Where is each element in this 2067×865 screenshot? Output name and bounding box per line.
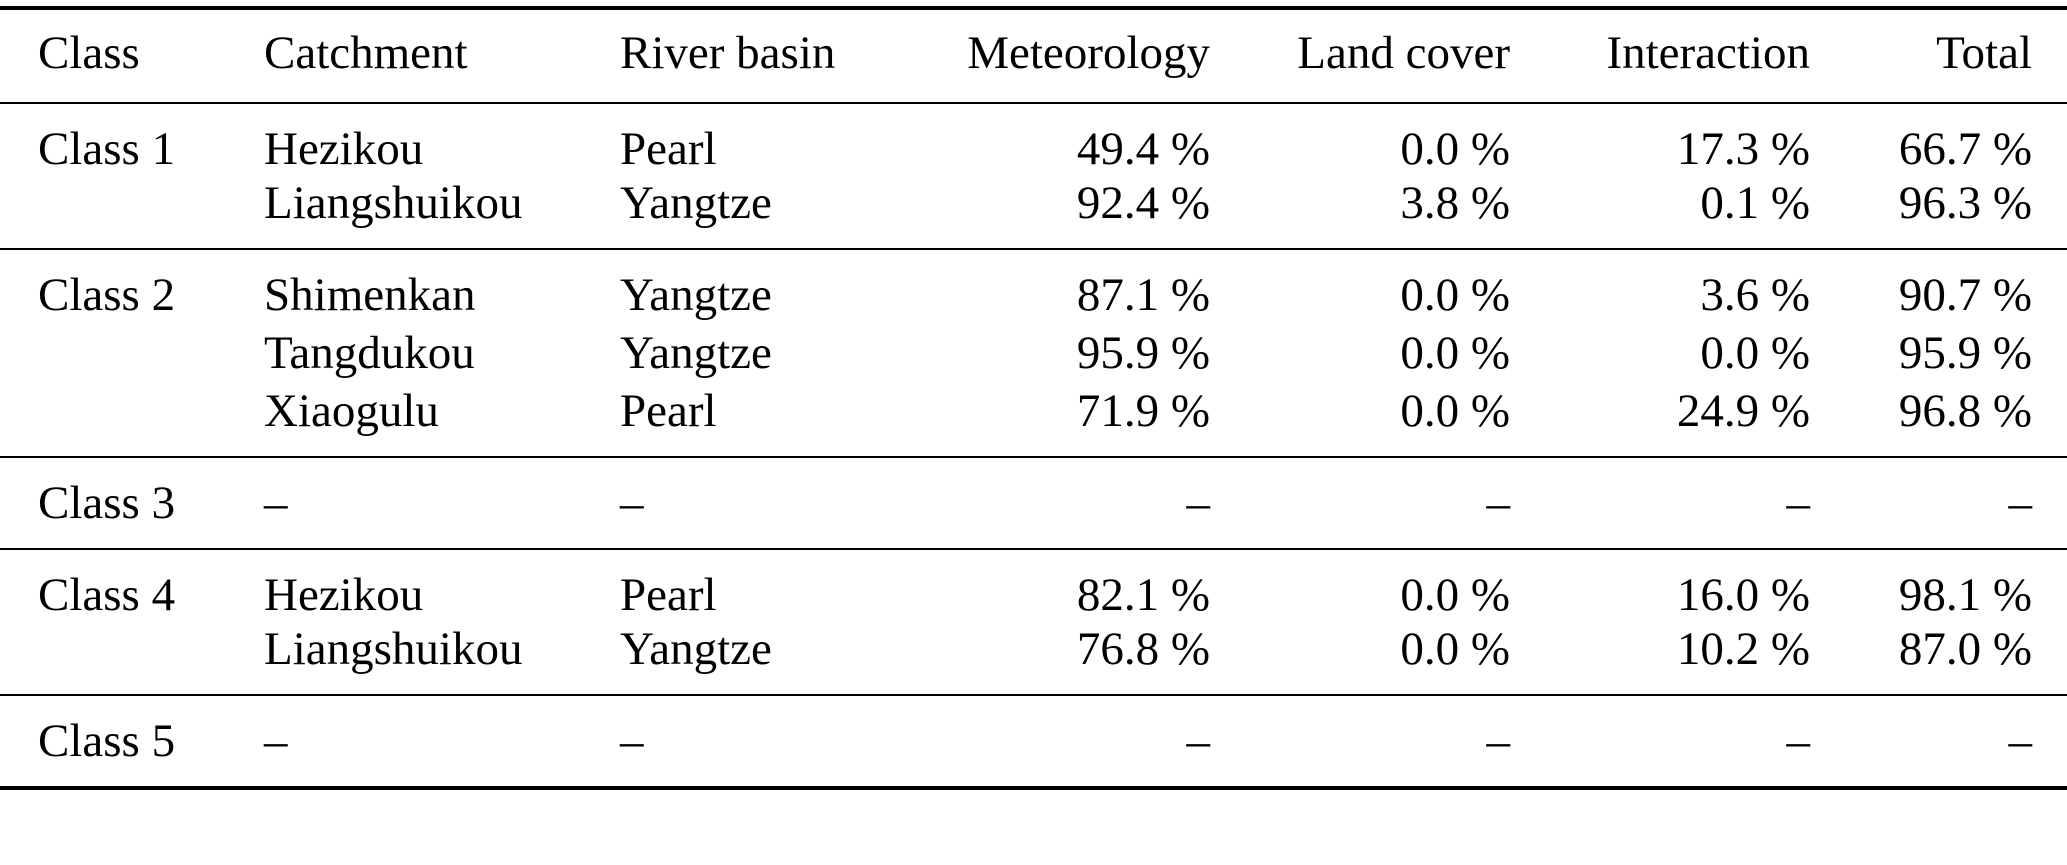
cell-class bbox=[0, 322, 264, 384]
group-class-5: Class 5 – – – – – – bbox=[0, 695, 2067, 788]
cell-river-basin: Yangtze bbox=[620, 327, 772, 379]
cell-class: Class 4 bbox=[38, 569, 176, 621]
cell-interaction: 3.6 % bbox=[1700, 269, 1810, 321]
cell-class: Class 1 bbox=[38, 123, 176, 175]
header-land-cover: Land cover bbox=[1297, 27, 1510, 79]
cell-class bbox=[0, 622, 264, 695]
table-wrapper: Class Catchment River basin Meteorology … bbox=[0, 6, 2067, 790]
cell-meteorology: 92.4 % bbox=[1076, 177, 1210, 229]
cell-total: 90.7 % bbox=[1898, 269, 2032, 321]
cell-interaction: 0.0 % bbox=[1700, 327, 1810, 379]
cell-land-cover: – bbox=[1486, 715, 1511, 767]
cell-total: 98.1 % bbox=[1898, 569, 2032, 621]
cell-class: Class 5 bbox=[38, 715, 176, 767]
cell-river-basin: Pearl bbox=[620, 123, 717, 175]
cell-interaction: – bbox=[1786, 715, 1811, 767]
cell-catchment: Liangshuikou bbox=[264, 177, 523, 229]
cell-interaction: 0.1 % bbox=[1700, 177, 1810, 229]
cell-river-basin: Yangtze bbox=[620, 269, 772, 321]
cell-river-basin: Yangtze bbox=[620, 177, 772, 229]
cell-interaction: 24.9 % bbox=[1676, 385, 1810, 437]
header-river-basin: River basin bbox=[620, 27, 836, 79]
cell-class bbox=[0, 176, 264, 249]
cell-catchment: Tangdukou bbox=[264, 327, 475, 379]
table-row: Class 2 Shimenkan Yangtze 87.1 % 0.0 % 3… bbox=[0, 249, 2067, 322]
cell-total: – bbox=[2008, 715, 2033, 767]
table-row: Class 5 – – – – – – bbox=[0, 695, 2067, 788]
cell-meteorology: 71.9 % bbox=[1076, 385, 1210, 437]
group-class-3: Class 3 – – – – – – bbox=[0, 457, 2067, 549]
cell-total: 96.8 % bbox=[1898, 385, 2032, 437]
cell-meteorology: 82.1 % bbox=[1076, 569, 1210, 621]
cell-land-cover: 0.0 % bbox=[1400, 569, 1510, 621]
table-row: Class Catchment River basin Meteorology … bbox=[0, 8, 2067, 103]
cell-catchment: Shimenkan bbox=[264, 269, 476, 321]
cell-interaction: – bbox=[1786, 477, 1811, 529]
table-row: Liangshuikou Yangtze 76.8 % 0.0 % 10.2 %… bbox=[0, 622, 2067, 695]
cell-river-basin: – bbox=[620, 477, 644, 529]
cell-meteorology: – bbox=[1186, 477, 1211, 529]
cell-interaction: 17.3 % bbox=[1676, 123, 1810, 175]
cell-interaction: 16.0 % bbox=[1676, 569, 1810, 621]
header-catchment: Catchment bbox=[264, 27, 468, 79]
cell-meteorology: 95.9 % bbox=[1076, 327, 1210, 379]
table-header-row: Class Catchment River basin Meteorology … bbox=[0, 8, 2067, 103]
cell-meteorology: 87.1 % bbox=[1076, 269, 1210, 321]
table-row: Tangdukou Yangtze 95.9 % 0.0 % 0.0 % 95.… bbox=[0, 322, 2067, 384]
cell-catchment: Xiaogulu bbox=[264, 385, 439, 437]
cell-river-basin: – bbox=[620, 715, 644, 767]
group-class-2: Class 2 Shimenkan Yangtze 87.1 % 0.0 % 3… bbox=[0, 249, 2067, 457]
cell-meteorology: 76.8 % bbox=[1076, 623, 1210, 675]
header-class: Class bbox=[38, 27, 140, 79]
table-row: Class 1 Hezikou Pearl 49.4 % 0.0 % 17.3 … bbox=[0, 103, 2067, 176]
header-total: Total bbox=[1936, 27, 2032, 79]
cell-interaction: 10.2 % bbox=[1676, 623, 1810, 675]
table-row: Liangshuikou Yangtze 92.4 % 3.8 % 0.1 % … bbox=[0, 176, 2067, 249]
cell-land-cover: 0.0 % bbox=[1400, 269, 1510, 321]
attribution-table: Class Catchment River basin Meteorology … bbox=[0, 6, 2067, 790]
cell-catchment: – bbox=[264, 477, 288, 529]
group-class-4: Class 4 Hezikou Pearl 82.1 % 0.0 % 16.0 … bbox=[0, 549, 2067, 695]
cell-land-cover: 3.8 % bbox=[1400, 177, 1510, 229]
group-class-1: Class 1 Hezikou Pearl 49.4 % 0.0 % 17.3 … bbox=[0, 103, 2067, 249]
cell-class bbox=[0, 384, 264, 457]
header-interaction: Interaction bbox=[1606, 27, 1810, 79]
cell-land-cover: 0.0 % bbox=[1400, 623, 1510, 675]
cell-land-cover: 0.0 % bbox=[1400, 327, 1510, 379]
cell-meteorology: 49.4 % bbox=[1076, 123, 1210, 175]
cell-catchment: Liangshuikou bbox=[264, 623, 523, 675]
cell-total: 66.7 % bbox=[1898, 123, 2032, 175]
table-row: Xiaogulu Pearl 71.9 % 0.0 % 24.9 % 96.8 … bbox=[0, 384, 2067, 457]
cell-land-cover: – bbox=[1486, 477, 1511, 529]
table-row: Class 4 Hezikou Pearl 82.1 % 0.0 % 16.0 … bbox=[0, 549, 2067, 622]
cell-land-cover: 0.0 % bbox=[1400, 385, 1510, 437]
cell-total: 87.0 % bbox=[1898, 623, 2032, 675]
cell-river-basin: Pearl bbox=[620, 569, 717, 621]
cell-total: 95.9 % bbox=[1898, 327, 2032, 379]
header-meteorology: Meteorology bbox=[967, 27, 1210, 79]
cell-river-basin: Pearl bbox=[620, 385, 717, 437]
cell-land-cover: 0.0 % bbox=[1400, 123, 1510, 175]
cell-total: 96.3 % bbox=[1898, 177, 2032, 229]
cell-catchment: Hezikou bbox=[264, 569, 424, 621]
cell-meteorology: – bbox=[1186, 715, 1211, 767]
cell-catchment: – bbox=[264, 715, 288, 767]
cell-total: – bbox=[2008, 477, 2033, 529]
cell-class: Class 2 bbox=[38, 269, 176, 321]
cell-river-basin: Yangtze bbox=[620, 623, 772, 675]
cell-class: Class 3 bbox=[38, 477, 176, 529]
cell-catchment: Hezikou bbox=[264, 123, 424, 175]
table-row: Class 3 – – – – – – bbox=[0, 457, 2067, 549]
